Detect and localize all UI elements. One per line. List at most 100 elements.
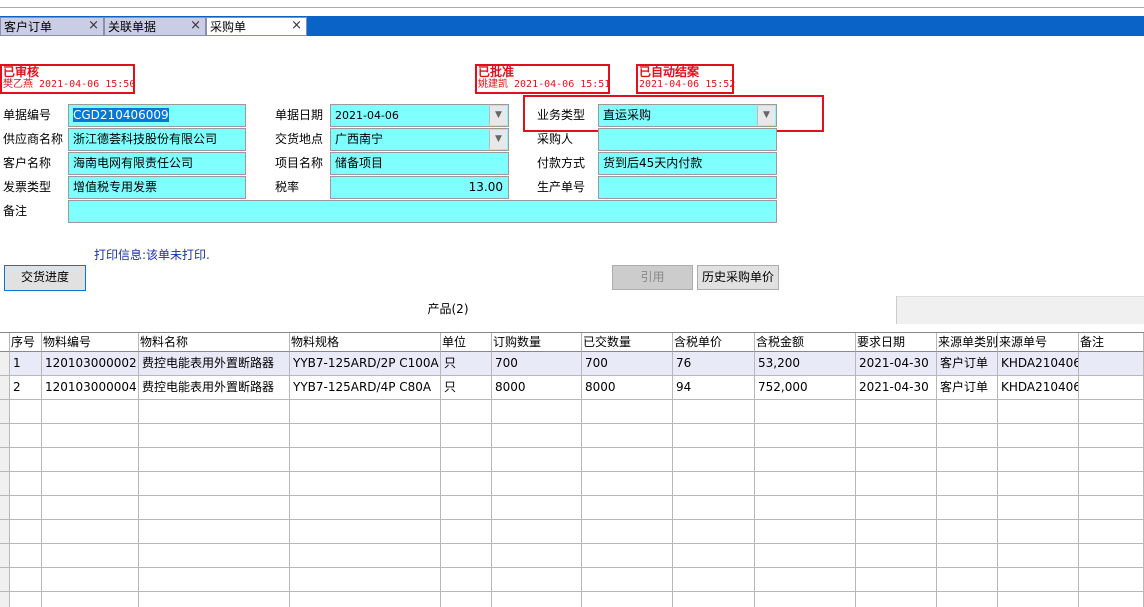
grid-cell	[290, 472, 441, 496]
input-field[interactable]: 海南电网有限责任公司	[68, 152, 246, 175]
tab[interactable]: 关联单据 ×	[104, 17, 206, 36]
grid-cell	[856, 472, 937, 496]
grid-cell	[937, 496, 998, 520]
grid-cell[interactable]: 53,200	[755, 352, 856, 376]
grid-cell	[441, 424, 492, 448]
column-header: 要求日期	[856, 333, 937, 352]
grid-cell	[441, 592, 492, 607]
grid-cell	[441, 472, 492, 496]
grid-cell	[998, 520, 1079, 544]
grid-cell	[492, 400, 582, 424]
input-field[interactable]	[598, 128, 777, 151]
grid-cell	[998, 448, 1079, 472]
input-field[interactable]	[598, 176, 777, 199]
grid-cell	[139, 400, 290, 424]
input-field[interactable]: 直运采购 ▼	[598, 104, 777, 127]
grid-cell[interactable]: 客户订单	[937, 376, 998, 400]
row-indicator	[0, 520, 10, 544]
grid-cell[interactable]	[1079, 376, 1144, 400]
grid-cell	[673, 568, 755, 592]
grid-cell	[937, 400, 998, 424]
grid-cell	[492, 544, 582, 568]
grid-tab[interactable]: 产品(2)	[0, 296, 897, 324]
grid-cell	[10, 496, 42, 520]
top-strip	[0, 0, 1144, 8]
grid-cell[interactable]: 只	[441, 352, 492, 376]
grid-cell	[492, 496, 582, 520]
grid-cell	[290, 424, 441, 448]
tab[interactable]: 客户订单 ×	[0, 17, 104, 36]
grid-cell	[441, 544, 492, 568]
grid-cell	[42, 472, 139, 496]
grid-cell	[582, 520, 673, 544]
input-value: 增值税专用发票	[73, 180, 158, 194]
grid-cell[interactable]: 76	[673, 352, 755, 376]
grid-cell[interactable]: 客户订单	[937, 352, 998, 376]
grid-cell[interactable]: YYB7-125ARD/2P C100A	[290, 352, 441, 376]
grid-cell[interactable]: 费控电能表用外置断路器	[139, 376, 290, 400]
grid-cell	[492, 472, 582, 496]
input-field[interactable]: CGD210406009	[68, 104, 246, 127]
grid-cell[interactable]: 120103000002	[42, 352, 139, 376]
column-header: 物料名称	[139, 333, 290, 352]
field-label: 单据日期	[275, 108, 324, 122]
input-field[interactable]	[68, 200, 777, 223]
grid-cell	[290, 568, 441, 592]
grid-cell	[42, 400, 139, 424]
grid-cell[interactable]: 费控电能表用外置断路器	[139, 352, 290, 376]
grid-cell[interactable]: 2021-04-30	[856, 352, 937, 376]
grid-cell[interactable]: 8000	[492, 376, 582, 400]
grid-cell[interactable]: 120103000004	[42, 376, 139, 400]
input-field[interactable]: 货到后45天内付款	[598, 152, 777, 175]
row-indicator	[0, 568, 10, 592]
grid-cell	[998, 472, 1079, 496]
grid-cell	[673, 592, 755, 607]
grid-cell	[937, 472, 998, 496]
row-indicator	[0, 496, 10, 520]
grid-cell	[139, 544, 290, 568]
input-field[interactable]: 浙江德荟科技股份有限公司	[68, 128, 246, 151]
grid-cell[interactable]: 只	[441, 376, 492, 400]
input-value: 广西南宁	[335, 132, 384, 146]
grid-cell	[42, 568, 139, 592]
grid-cell	[856, 544, 937, 568]
grid-cell	[582, 592, 673, 607]
grid-cell	[582, 568, 673, 592]
button[interactable]: 引用	[612, 265, 693, 290]
grid-cell	[1079, 496, 1144, 520]
grid-cell[interactable]: 1	[10, 352, 42, 376]
input-field[interactable]: 储备项目	[330, 152, 509, 175]
grid-cell	[582, 424, 673, 448]
grid-cell[interactable]: 752,000	[755, 376, 856, 400]
grid-cell[interactable]: 700	[582, 352, 673, 376]
grid-cell	[1079, 520, 1144, 544]
input-field[interactable]: 2021-04-06 ▼	[330, 104, 509, 127]
grid-cell[interactable]: KHDA2104060	[998, 376, 1079, 400]
field-label: 项目名称	[275, 156, 324, 170]
grid-cell	[856, 400, 937, 424]
stamp: 已自动结案 2021-04-06 15:52	[636, 64, 735, 94]
grid-cell	[937, 424, 998, 448]
grid-cell[interactable]: 94	[673, 376, 755, 400]
input-field[interactable]: 广西南宁 ▼	[330, 128, 509, 151]
tab[interactable]: 采购单 ×	[206, 17, 307, 36]
button[interactable]: 历史采购单价	[697, 265, 779, 290]
grid-cell	[492, 520, 582, 544]
input-field[interactable]: 13.00	[330, 176, 509, 199]
grid-cell[interactable]: 2021-04-30	[856, 376, 937, 400]
grid-cell	[441, 520, 492, 544]
input-field[interactable]: 增值税专用发票	[68, 176, 246, 199]
button[interactable]: 交货进度	[4, 265, 86, 291]
grid-cell[interactable]: KHDA2104060	[998, 352, 1079, 376]
grid-cell	[10, 448, 42, 472]
grid-cell[interactable]	[1079, 352, 1144, 376]
grid-cell	[441, 568, 492, 592]
grid-cell[interactable]: 2	[10, 376, 42, 400]
grid-cell[interactable]: 700	[492, 352, 582, 376]
grid-cell	[10, 544, 42, 568]
grid-cell	[582, 400, 673, 424]
grid-cell	[10, 520, 42, 544]
grid-cell[interactable]: YYB7-125ARD/4P C80A	[290, 376, 441, 400]
grid-cell[interactable]: 8000	[582, 376, 673, 400]
grid-cell	[856, 592, 937, 607]
